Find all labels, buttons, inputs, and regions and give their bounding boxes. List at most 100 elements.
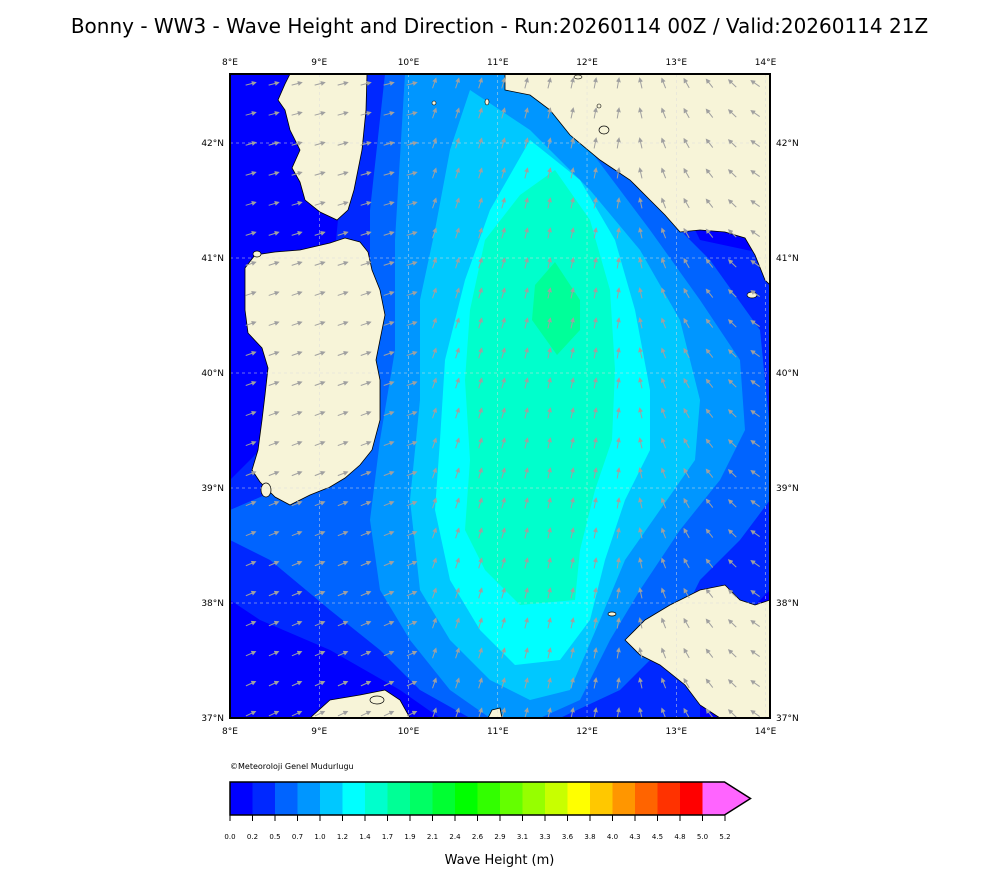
wave-direction-arrow bbox=[547, 107, 552, 119]
wave-direction-arrow bbox=[660, 497, 667, 509]
wave-direction-arrow bbox=[683, 287, 690, 299]
colorbar-tick-label: 2.6 bbox=[471, 833, 484, 841]
wave-direction-arrow bbox=[245, 440, 257, 447]
wave-direction-arrow bbox=[314, 710, 326, 717]
wave-direction-arrow bbox=[615, 647, 621, 659]
wave-direction-arrow bbox=[524, 557, 529, 569]
wave-direction-arrow bbox=[638, 617, 643, 629]
colorbar-swatch bbox=[320, 782, 343, 815]
wave-direction-arrow bbox=[291, 680, 303, 687]
wave-direction-arrow bbox=[592, 107, 598, 119]
wave-direction-arrow bbox=[615, 497, 621, 509]
wave-direction-arrow bbox=[705, 78, 714, 88]
wave-direction-arrow bbox=[727, 619, 737, 628]
wave-direction-arrow bbox=[683, 497, 690, 509]
wave-direction-arrow bbox=[268, 231, 280, 236]
island-elba bbox=[598, 125, 610, 135]
wave-direction-arrow bbox=[750, 259, 760, 267]
wave-direction-arrow bbox=[268, 500, 280, 507]
wave-direction-arrow bbox=[501, 377, 506, 389]
wave-direction-arrow bbox=[291, 111, 303, 116]
wave-direction-arrow bbox=[592, 287, 598, 299]
wave-direction-arrow bbox=[268, 470, 280, 477]
wave-direction-arrow bbox=[660, 677, 667, 689]
wave-direction-arrow bbox=[750, 559, 760, 567]
wave-direction-arrow bbox=[383, 710, 395, 717]
wave-direction-arrow bbox=[524, 497, 529, 509]
wave-direction-arrow bbox=[569, 647, 575, 659]
wave-direction-arrow bbox=[683, 527, 690, 539]
lon-tick-top: 13°E bbox=[665, 58, 687, 68]
wave-direction-arrow bbox=[314, 500, 326, 507]
wave-direction-arrow bbox=[337, 111, 349, 116]
wave-direction-arrow bbox=[455, 257, 460, 269]
wave-direction-arrow bbox=[569, 677, 575, 689]
wave-direction-arrow bbox=[337, 500, 349, 507]
wave-direction-arrow bbox=[750, 109, 760, 117]
wave-direction-arrow bbox=[524, 167, 529, 179]
wave-direction-arrow bbox=[337, 440, 349, 447]
wave-direction-arrow bbox=[478, 137, 483, 149]
colorbar-tick-label: 3.6 bbox=[561, 833, 574, 841]
wave-direction-arrow bbox=[750, 379, 760, 387]
wave-direction-arrow bbox=[727, 559, 737, 568]
wave-direction-arrow bbox=[727, 109, 737, 118]
colorbar-tick-label: 3.1 bbox=[516, 833, 529, 841]
wave-direction-arrow bbox=[268, 261, 280, 266]
wave-direction-arrow bbox=[592, 347, 598, 359]
wave-direction-arrow bbox=[705, 168, 714, 178]
wave-direction-arrow bbox=[314, 231, 326, 236]
wave-direction-arrow bbox=[314, 650, 326, 657]
wave-direction-arrow bbox=[501, 287, 506, 299]
wave-direction-arrow bbox=[314, 261, 326, 266]
wave-direction-arrow bbox=[478, 407, 483, 419]
wave-direction-arrow bbox=[478, 347, 483, 359]
wave-direction-arrow bbox=[383, 111, 395, 116]
wave-direction-arrow bbox=[592, 77, 598, 89]
wave-direction-arrow bbox=[615, 437, 621, 449]
wave-direction-arrow bbox=[592, 707, 598, 718]
wave-direction-arrow bbox=[592, 557, 598, 569]
wave-direction-arrow bbox=[245, 350, 257, 356]
wave-direction-arrow bbox=[245, 560, 257, 567]
wave-direction-arrow bbox=[727, 229, 737, 238]
wave-direction-arrow bbox=[638, 137, 643, 149]
wave-direction-arrow bbox=[592, 227, 598, 239]
colorbar-tick-label: 3.3 bbox=[539, 833, 551, 841]
wave-direction-arrow bbox=[660, 557, 667, 569]
wave-direction-arrow bbox=[727, 679, 737, 688]
wave-direction-arrow bbox=[524, 467, 529, 479]
wave-direction-arrow bbox=[432, 257, 438, 269]
wave-direction-arrow bbox=[455, 317, 460, 329]
wave-direction-arrow bbox=[660, 227, 667, 239]
wave-direction-arrow bbox=[245, 710, 257, 717]
wave-direction-arrow bbox=[291, 81, 303, 86]
wave-direction-arrow bbox=[268, 530, 280, 537]
wave-direction-arrow bbox=[406, 290, 418, 296]
wave-direction-arrow bbox=[615, 467, 621, 479]
lat-tick-left: 40°N bbox=[201, 369, 224, 379]
wave-direction-arrow bbox=[314, 290, 326, 296]
wave-direction-arrow bbox=[705, 228, 714, 238]
colorbar-swatch bbox=[545, 782, 568, 815]
wave-direction-arrow bbox=[245, 171, 257, 176]
colorbar-swatch bbox=[702, 782, 751, 815]
wave-direction-arrow bbox=[432, 407, 438, 419]
land-sardinia bbox=[244, 237, 386, 506]
wave-direction-arrow bbox=[683, 347, 690, 359]
wave-direction-arrow bbox=[455, 587, 460, 599]
wave-direction-arrow bbox=[569, 137, 575, 149]
wave-direction-arrow bbox=[547, 377, 552, 389]
wave-direction-arrow bbox=[750, 139, 760, 147]
wave-direction-arrow bbox=[360, 440, 372, 447]
wave-direction-arrow bbox=[547, 167, 552, 179]
wave-direction-arrow bbox=[638, 107, 643, 119]
wave-direction-arrow bbox=[501, 227, 506, 239]
wave-direction-arrow bbox=[245, 410, 257, 417]
wave-direction-arrow bbox=[660, 617, 667, 629]
wave-direction-arrow bbox=[547, 707, 552, 718]
lon-tick-top: 12°E bbox=[576, 58, 598, 68]
wave-direction-arrow bbox=[406, 380, 418, 386]
wave-direction-arrow bbox=[569, 197, 575, 209]
wave-direction-arrow bbox=[705, 108, 714, 118]
